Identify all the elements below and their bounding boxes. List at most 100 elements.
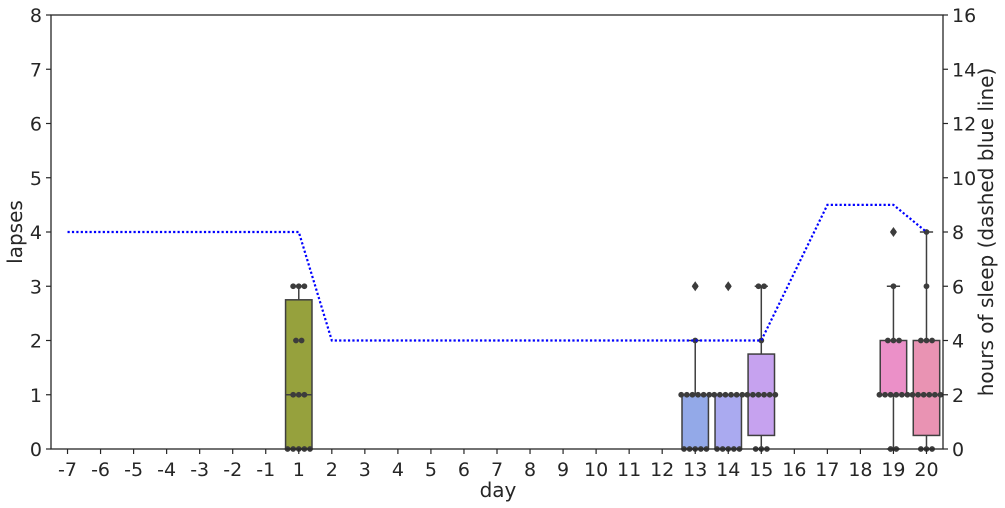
data-point — [926, 391, 933, 398]
data-point — [711, 391, 718, 398]
data-point — [923, 283, 930, 290]
sleep-hours-line — [67, 203, 928, 342]
y2-tick-label: 14 — [952, 59, 976, 81]
data-point — [755, 283, 762, 290]
x-tick-label: 13 — [683, 459, 707, 481]
x-tick-label: 15 — [749, 459, 773, 481]
x-tick-label: -3 — [190, 459, 209, 481]
data-point — [295, 391, 302, 398]
plot-marks — [67, 203, 944, 452]
y-tick-label: 3 — [30, 276, 42, 298]
x-tick-label: -6 — [91, 459, 110, 481]
box-iqr — [284, 299, 313, 450]
y-tick-label: 5 — [30, 168, 42, 190]
x-tick-label: -5 — [124, 459, 143, 481]
data-point — [728, 391, 734, 398]
box-iqr — [912, 339, 941, 437]
x-tick-label: -2 — [223, 459, 242, 481]
x-tick-label: 7 — [491, 459, 503, 481]
data-point — [761, 283, 767, 290]
y-tick-label: 1 — [30, 385, 42, 407]
data-point — [678, 391, 685, 398]
data-point — [890, 283, 897, 290]
data-point — [683, 391, 690, 398]
x-tick-label: 14 — [716, 459, 740, 481]
data-point — [890, 229, 897, 235]
y-tick-label: 7 — [30, 59, 42, 81]
data-point — [917, 337, 924, 344]
x-tick-label: 6 — [458, 459, 470, 481]
data-point — [301, 391, 308, 398]
data-point — [301, 283, 308, 290]
data-point — [920, 391, 927, 398]
x-tick-label: 16 — [782, 459, 806, 481]
box-day-13 — [678, 281, 713, 452]
data-point — [882, 391, 888, 398]
data-point — [929, 337, 935, 344]
data-point — [700, 391, 707, 398]
x-tick-label: 12 — [650, 459, 674, 481]
data-point — [695, 391, 701, 398]
y2-axis-title: hours of sleep (dashed blue line) — [974, 68, 998, 397]
box-day-15 — [744, 283, 779, 452]
x-tick-label: 19 — [881, 459, 905, 481]
data-point — [766, 391, 773, 398]
x-tick-label: -4 — [157, 459, 176, 481]
x-tick-label: 2 — [326, 459, 338, 481]
x-tick-label: -7 — [58, 459, 77, 481]
box-day-19 — [876, 227, 911, 452]
data-point — [692, 283, 699, 290]
y-tick-label: 2 — [30, 331, 42, 353]
data-point — [749, 391, 756, 398]
x-tick-label: 8 — [524, 459, 536, 481]
y2-tick-label: 2 — [952, 385, 964, 407]
box-iqr — [714, 394, 743, 450]
data-point — [772, 391, 779, 398]
box-iqr — [879, 339, 908, 396]
y2-tick-label: 6 — [952, 276, 964, 298]
box-iqr — [681, 394, 710, 450]
y2-tick-label: 16 — [952, 5, 976, 27]
data-point — [884, 337, 891, 344]
data-point — [722, 391, 729, 398]
x-tick-label: 9 — [557, 459, 569, 481]
y2-tick-label: 4 — [952, 331, 964, 353]
data-point — [755, 391, 762, 398]
data-point — [923, 229, 930, 235]
y2-tick-label: 8 — [952, 222, 964, 244]
data-point — [293, 337, 299, 344]
data-point — [909, 391, 916, 398]
data-point — [893, 391, 900, 398]
x-tick-label: 1 — [293, 459, 305, 481]
x-tick-label: 4 — [392, 459, 404, 481]
data-point — [890, 337, 897, 344]
x-tick-label: 3 — [359, 459, 371, 481]
box-day-20 — [909, 229, 944, 452]
y2-tick-label: 10 — [952, 168, 976, 190]
data-point — [706, 391, 713, 398]
data-point — [716, 391, 723, 398]
plot-frame — [50, 14, 944, 450]
data-point — [689, 391, 696, 398]
data-point — [725, 283, 732, 290]
data-point — [692, 337, 699, 344]
data-point — [937, 391, 944, 398]
x-tick-label: 18 — [848, 459, 872, 481]
data-point — [295, 283, 302, 290]
y-tick-label: 6 — [30, 114, 42, 136]
x-tick-label: 20 — [914, 459, 938, 481]
data-point — [739, 391, 746, 398]
data-point — [290, 391, 297, 398]
x-tick-label: 5 — [425, 459, 437, 481]
x-axis-title: day — [480, 478, 517, 502]
data-point — [733, 391, 740, 398]
y2-tick-label: 12 — [952, 114, 976, 136]
data-point — [887, 391, 894, 398]
data-point — [915, 391, 921, 398]
data-point — [290, 283, 297, 290]
box-day-14 — [711, 281, 746, 452]
data-point — [931, 391, 938, 398]
data-point — [744, 391, 751, 398]
x-tick-label: 11 — [617, 459, 641, 481]
